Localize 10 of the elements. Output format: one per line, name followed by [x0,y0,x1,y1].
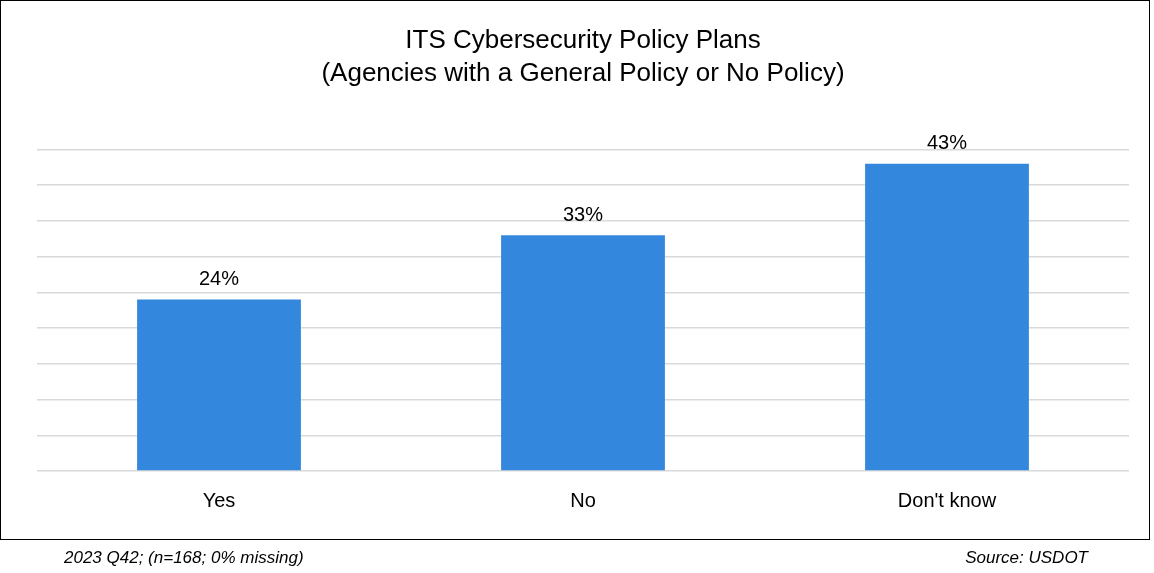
x-tick-label: Don't know [897,488,997,511]
source-note: Source: USDOT [965,548,1088,568]
data-label: 43% [926,131,968,154]
data-label: 33% [562,202,604,225]
chart-subtitle: (Agencies with a General Policy or No Policy) [321,56,845,87]
text: 2023 Q42; (n=168; 0% missing) [64,548,304,568]
x-tick-label: Yes [202,488,236,511]
data-label: 24% [198,267,240,289]
x-tick-label: No [570,488,596,511]
chart-title: ITS Cybersecurity Policy Plans [405,23,761,54]
